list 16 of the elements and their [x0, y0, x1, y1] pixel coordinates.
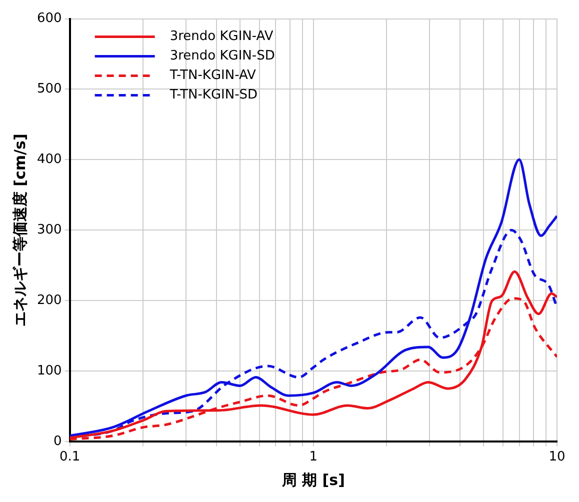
- x-tick-label: 10: [548, 450, 566, 465]
- legend-label: T-TN-KGIN-SD: [168, 88, 258, 103]
- legend-label: 3rendo KGIN-AV: [170, 29, 274, 44]
- y-tick-label: 600: [36, 11, 62, 26]
- y-tick-label: 100: [36, 363, 62, 378]
- legend-label: 3rendo KGIN-SD: [170, 48, 275, 64]
- x-tick-label: 0.1: [59, 450, 80, 465]
- y-tick-label: 300: [36, 222, 62, 238]
- y-tick-label: 500: [36, 82, 62, 97]
- y-tick-label: 0: [54, 434, 62, 449]
- y-tick-label: 200: [36, 292, 62, 308]
- x-axis-title: 周 期 [s]: [280, 470, 345, 489]
- legend-label: T-TN-KGIN-AV: [168, 68, 256, 84]
- y-tick-label: 400: [36, 152, 62, 168]
- y-axis-title: エネルギー等価速度 [cm/s]: [10, 134, 29, 327]
- x-tick-label: 1: [309, 450, 318, 465]
